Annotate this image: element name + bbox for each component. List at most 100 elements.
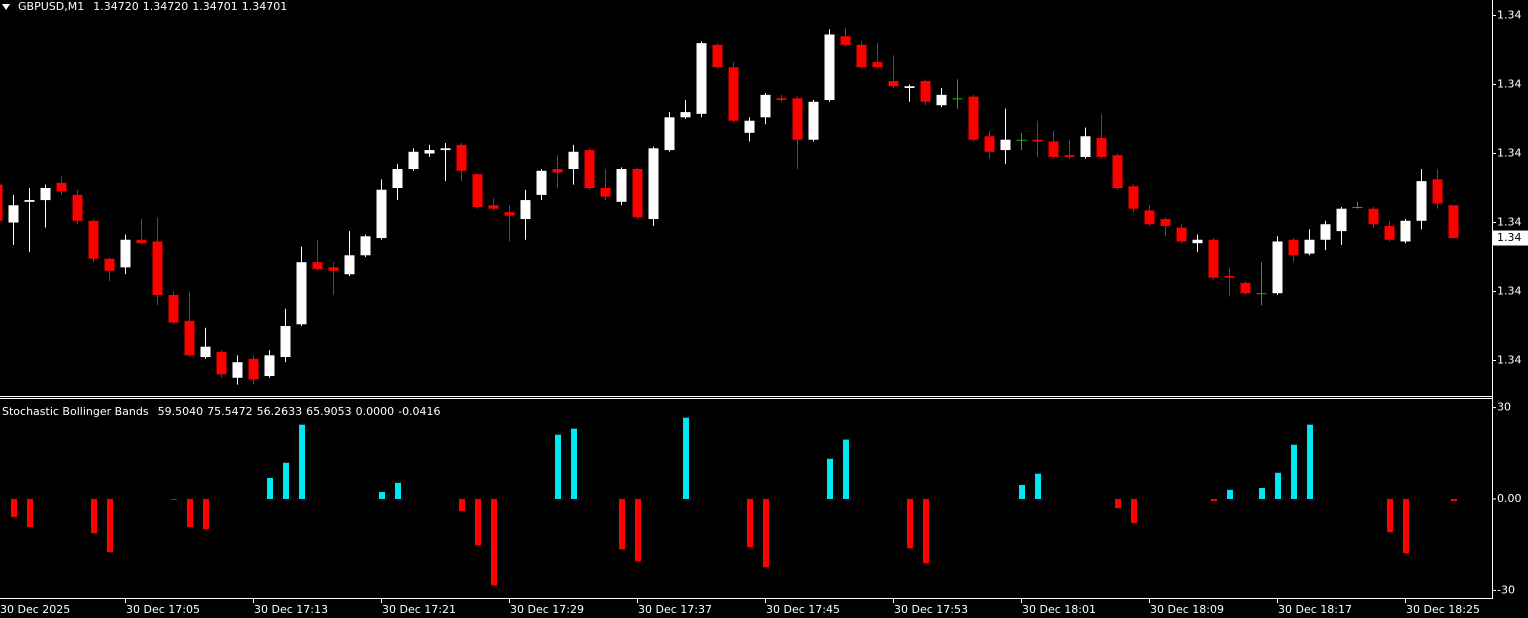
histogram-bar <box>187 499 193 528</box>
candle-body <box>1384 225 1395 240</box>
histogram-bar <box>571 428 577 499</box>
candle-body <box>744 120 755 133</box>
candle-body <box>712 44 723 68</box>
header-value: 56.2633 <box>257 405 303 418</box>
candle-body <box>1224 275 1235 278</box>
header-value: -0.0416 <box>398 405 440 418</box>
candle-body <box>584 150 595 189</box>
histogram-bar <box>491 499 497 586</box>
candle-body <box>264 355 275 377</box>
candle-body <box>920 81 931 102</box>
candle-body <box>184 320 195 356</box>
y-tick-label: 1.34 <box>1497 9 1522 22</box>
y-tick-label: 30 <box>1497 401 1511 414</box>
header-value: 1.34701 <box>242 0 288 13</box>
x-tick-label: 30 Dec 17:13 <box>254 603 328 616</box>
candle-body <box>872 62 883 68</box>
current-price-box <box>1493 230 1528 246</box>
candle-body <box>1400 220 1411 242</box>
candle-body <box>456 144 467 171</box>
histogram-bar <box>171 499 177 500</box>
histogram-bar <box>683 417 689 499</box>
histogram-bar <box>91 499 97 534</box>
histogram-bar <box>1291 444 1297 499</box>
x-tick-label: 30 Dec 17:37 <box>638 603 712 616</box>
candle-body <box>296 262 307 325</box>
histogram-bar <box>635 499 641 562</box>
chart-header: GBPUSD,M1 1.34720 1.34720 1.34701 1.34701 <box>18 0 287 13</box>
histogram-bar <box>747 499 753 548</box>
menu-triangle[interactable] <box>2 4 10 10</box>
candle-body <box>1128 186 1139 209</box>
candle-body <box>1176 227 1187 242</box>
histogram-bar <box>1035 473 1041 499</box>
candle-body <box>248 358 259 380</box>
candle-body <box>488 205 499 209</box>
candle-body <box>1288 239 1299 256</box>
y-tick-label: 1.34 <box>1497 216 1522 229</box>
candle-body <box>536 170 547 195</box>
histogram-bar <box>1451 499 1457 502</box>
x-tick-label: 30 Dec 17:53 <box>894 603 968 616</box>
candle-body <box>1000 139 1011 151</box>
x-tick-label: 30 Dec 17:21 <box>382 603 456 616</box>
candle-body <box>1304 239 1315 254</box>
y-tick-label: 1.34 <box>1497 147 1522 160</box>
header-value: 65.9053 <box>306 405 352 418</box>
x-tick-label: 30 Dec 17:05 <box>126 603 200 616</box>
x-tick-label: 30 Dec 17:29 <box>510 603 584 616</box>
y-tick-label: 0.00 <box>1497 492 1522 505</box>
candle-body <box>504 212 515 216</box>
candle-body <box>1320 224 1331 240</box>
candle-body <box>72 194 83 221</box>
candle-body <box>8 205 19 223</box>
candle-body <box>408 151 419 170</box>
candle-body <box>280 326 291 358</box>
candle-body <box>312 262 323 270</box>
candle-body <box>1336 208 1347 232</box>
candle-body <box>120 239 131 268</box>
y-tick-label: 1.34 <box>1497 285 1522 298</box>
candle-body <box>1272 241 1283 294</box>
candle-body <box>104 258 115 271</box>
header-value: 59.5040 <box>158 405 204 418</box>
candle-body <box>0 184 3 221</box>
x-tick-label: 30 Dec 18:01 <box>1022 603 1096 616</box>
candle-body <box>1032 139 1043 142</box>
candle-body <box>696 43 707 114</box>
candle-body <box>360 236 371 256</box>
histogram-bar <box>555 434 561 499</box>
candle-body <box>728 67 739 121</box>
candle-body <box>776 98 787 101</box>
candle-body <box>424 150 435 154</box>
histogram-bar <box>459 499 465 512</box>
header-value: 0.0000 <box>356 405 395 418</box>
candle-body <box>840 36 851 45</box>
candle-body <box>1432 179 1443 204</box>
candle-body <box>344 255 355 275</box>
candle-body <box>1208 239 1219 278</box>
candle-body <box>136 239 147 244</box>
candle-body <box>552 169 563 173</box>
candle-body <box>1064 155 1075 157</box>
y-tick-label: 1.34 <box>1497 354 1522 367</box>
candle-body <box>664 117 675 151</box>
candle-body <box>1256 293 1267 295</box>
candle-body <box>376 189 387 239</box>
candle-body <box>968 96 979 140</box>
candle-body <box>1080 136 1091 157</box>
candle-body <box>808 101 819 140</box>
candle-body <box>88 220 99 259</box>
x-tick-label: 30 Dec 2025 <box>0 603 70 616</box>
histogram-bar <box>1403 499 1409 554</box>
candle-body <box>232 362 243 378</box>
candle-body <box>24 200 35 202</box>
histogram-bar <box>1227 489 1233 499</box>
histogram-bar <box>395 482 401 499</box>
candle-body <box>392 169 403 189</box>
candle-body <box>1192 239 1203 244</box>
candle-body <box>616 169 627 202</box>
histogram-bar <box>283 462 289 499</box>
candle-body <box>568 151 579 170</box>
y-tick-label: -30 <box>1497 583 1515 596</box>
